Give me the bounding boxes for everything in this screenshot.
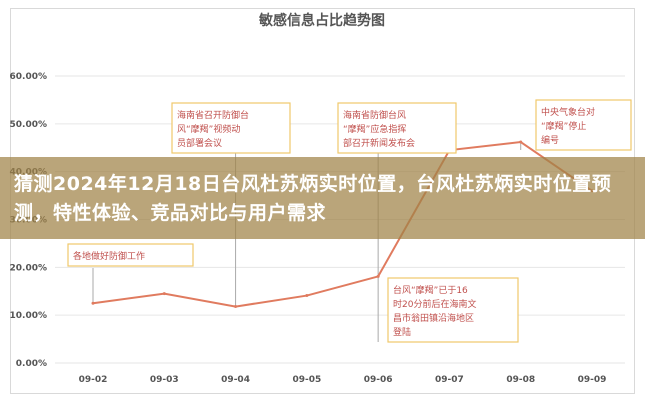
annotation-text: 员部署会议: [177, 137, 222, 149]
annotation-box: [171, 102, 291, 154]
x-tick-layer: 09-02 09-03 09-04 09-05 09-06 09-07 09-08 09-09: [79, 375, 607, 385]
annotation-box: [337, 102, 457, 154]
x-tick-label: 09-09: [578, 375, 607, 385]
x-tick-label: 09-03: [150, 375, 179, 385]
annotation-text: 中央气象台对: [541, 106, 595, 118]
annotation-text: 海南省召开防御台: [177, 109, 249, 121]
series-line: [92, 140, 593, 308]
annotation-text: “摩羯”停止: [541, 120, 586, 132]
x-tick-label: 09-07: [435, 375, 464, 385]
data-point: [234, 305, 238, 309]
data-point: [162, 292, 166, 296]
annotation-text: 编号: [541, 134, 559, 146]
annotation-text: 风“摩羯”视频动: [177, 123, 240, 135]
annotation-text: 登陆: [393, 326, 411, 338]
annotation-text: 昌市翁田镇沿海地区: [393, 312, 474, 324]
y-tick-label: 50.00%: [10, 120, 48, 130]
annotation-box: [535, 99, 632, 151]
y-tick-label: 60.00%: [10, 72, 48, 82]
x-tick-label: 09-04: [221, 375, 250, 385]
annotation-text: 海南省防御台风: [343, 109, 406, 121]
annotation-box: [387, 277, 519, 343]
x-tick-label: 09-08: [506, 375, 535, 385]
y-tick-label: 10.00%: [10, 311, 48, 321]
y-tick-label: 20.00%: [10, 263, 48, 273]
annotation-text: 时20分前后在海南文: [393, 298, 476, 310]
data-point: [91, 301, 95, 305]
headline-text: 猜测2024年12月18日台风杜苏炳实时位置，台风杜苏炳实时位置预测，特性体验、…: [14, 173, 612, 224]
chart-title: 敏感信息占比趋势图: [258, 12, 385, 29]
y-tick-label: 0.00%: [16, 359, 47, 369]
annotation-text: 各地做好防御工作: [73, 250, 145, 262]
headline-overlay: 猜测2024年12月18日台风杜苏炳实时位置，台风杜苏炳实时位置预测，特性体验、…: [0, 157, 645, 239]
annotation-text: 部召开新闻发布会: [343, 137, 415, 149]
data-point: [519, 140, 523, 144]
data-point: [305, 294, 309, 298]
annotation-text: 台风“摩羯”已于16: [393, 284, 468, 296]
x-tick-label: 09-06: [364, 375, 393, 385]
annotation-box: [67, 243, 194, 267]
annotation-text: “摩羯”应急指挥: [343, 123, 406, 135]
x-tick-label: 09-05: [292, 375, 321, 385]
x-tick-label: 09-02: [79, 375, 108, 385]
data-point: [376, 274, 380, 278]
